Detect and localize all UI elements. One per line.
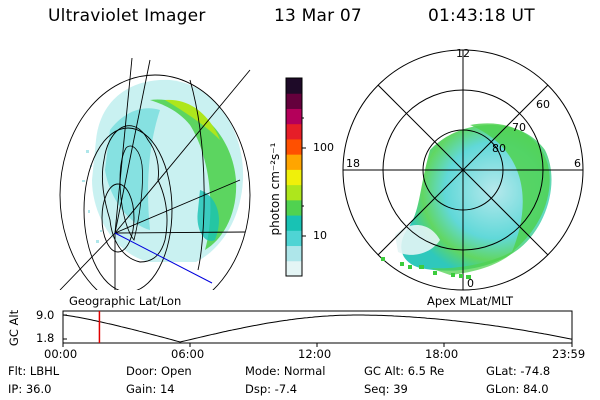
status-gain: Gain: 14 (126, 382, 175, 396)
status-gc-alt: GC Alt: 6.5 Re (364, 364, 445, 378)
apex-caption: Apex MLat/MLT (427, 294, 514, 308)
timeline-xtick-1: 06:00 (171, 347, 205, 361)
altitude-timeline (62, 310, 573, 347)
status-door: Door: Open (126, 364, 192, 378)
colorbar-ticks (302, 117, 306, 237)
mlt-label-0: 0 (467, 277, 474, 290)
timeline-xtick-2: 12:00 (298, 347, 332, 361)
colorbar-band (286, 215, 302, 231)
color-scale-bar (285, 77, 303, 277)
instrument-title: Ultraviolet Imager (48, 6, 206, 26)
timeline-xtick-0: 00:00 (44, 347, 78, 361)
status-mode: Mode: Normal (245, 364, 326, 378)
timeline-ytick-max: 9.0 (36, 308, 55, 322)
colorbar-band (286, 93, 302, 109)
polar-grid (342, 49, 584, 291)
time-label: 01:43:18 UT (428, 6, 535, 26)
colorbar-unit-label: photon cm⁻²s⁻¹ (268, 142, 282, 236)
status-flt: Flt: LBHL (8, 364, 60, 378)
date-label: 13 Mar 07 (274, 6, 362, 26)
status-seq: Seq: 39 (364, 382, 408, 396)
timeline-ytick-min: 1.8 (36, 331, 55, 345)
mlt-label-6: 6 (574, 157, 581, 170)
geographic-image (59, 57, 251, 290)
colorbar-tick-100: 100 (313, 141, 334, 154)
colorbar-band (286, 184, 302, 201)
colorbar-outline (285, 77, 303, 277)
colorbar-band (286, 78, 302, 94)
timeline-xtick-3: 18:00 (425, 347, 459, 361)
colorbar-band (286, 154, 302, 170)
colorbar-band (286, 138, 302, 155)
mlt-label-18: 18 (346, 157, 360, 170)
status-dsp: Dsp: -7.4 (245, 382, 298, 396)
polar-image (395, 123, 552, 275)
colorbar-band (286, 260, 302, 277)
mlat-label-70: 70 (512, 121, 526, 134)
geographic-caption: Geographic Lat/Lon (69, 294, 182, 308)
colorbar-band (286, 169, 302, 186)
mlt-label-12: 12 (456, 47, 470, 60)
colorbar-band (286, 199, 302, 216)
mlat-label-80: 80 (492, 142, 506, 155)
colorbar-tick-10: 10 (313, 229, 327, 242)
status-glon: GLon: 84.0 (486, 382, 549, 396)
status-glat: GLat: -74.8 (486, 364, 551, 378)
colorbar-band (286, 108, 302, 125)
polar-dots (381, 257, 471, 279)
timeline-xtick-4: 23:59 (552, 347, 586, 361)
colorbar-band (286, 230, 302, 247)
colorbar-band (286, 245, 302, 262)
status-ip: IP: 36.0 (8, 382, 52, 396)
mlat-label-60: 60 (536, 98, 550, 111)
colorbar-band (286, 123, 302, 140)
timeline-ylabel: GC Alt (7, 309, 21, 347)
